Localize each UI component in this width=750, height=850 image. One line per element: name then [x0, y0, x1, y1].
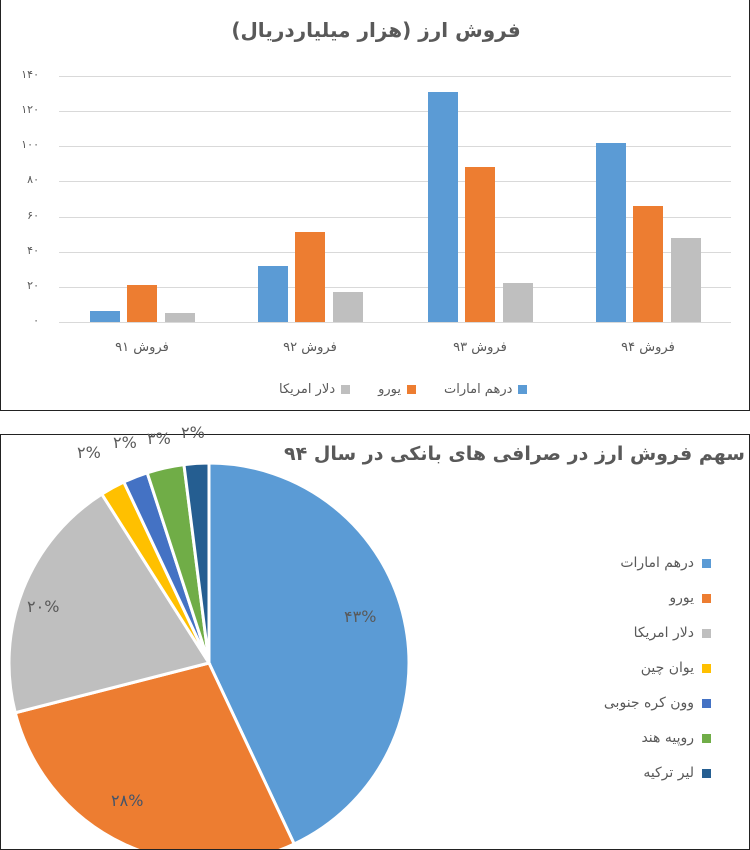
y-tick-label: ۲۰ [27, 278, 39, 292]
legend-label: یوان چین [640, 660, 694, 676]
gridline [59, 251, 731, 253]
y-tick-label: ۱۲۰ [21, 103, 39, 117]
legend-label: یورو [669, 590, 694, 606]
bar [596, 142, 626, 322]
legend-item: دلار امریکا [279, 382, 351, 397]
legend-swatch-icon [702, 733, 711, 743]
bar [295, 232, 325, 322]
x-axis-label: فروش ۹۴ [621, 340, 675, 355]
pie-data-label: ۲% [181, 423, 205, 442]
x-axis-label: فروش ۹۳ [453, 340, 507, 355]
bar-chart-panel: فروش ارز (هزار میلیاردریال) ۰ ۲۰ ۴۰ ۶۰ ۸۰ ۱۰۰… [0, 0, 750, 411]
bar [465, 167, 495, 322]
y-tick-label: ۱۴۰ [21, 68, 39, 81]
y-tick-label: ۴۰ [27, 243, 39, 257]
legend-swatch-icon [702, 768, 711, 778]
legend-item: درهم امارات [444, 382, 528, 397]
y-tick-label: ۰ [33, 314, 39, 327]
bar [671, 237, 701, 322]
legend-swatch-icon [702, 593, 711, 603]
bar [333, 292, 363, 322]
x-axis-label: فروش ۹۱ [115, 340, 169, 355]
legend-swatch-icon [702, 628, 711, 638]
bar [258, 265, 288, 322]
pie-chart-title: سهم فروش ارز در صرافی های بانکی در سال ۹… [284, 443, 745, 465]
gridline [59, 181, 731, 183]
bar [633, 206, 663, 322]
legend-item: یوان چین [641, 660, 711, 676]
pie-data-label: ۲۰% [27, 597, 60, 616]
gridline [59, 146, 731, 148]
pie-slice [7, 492, 212, 715]
legend-label: یورو [378, 382, 402, 397]
pie-slice [13, 661, 297, 849]
gridline [59, 216, 731, 218]
gridline [59, 76, 731, 77]
pie-svg [7, 461, 411, 849]
legend-swatch-icon [702, 698, 711, 708]
pie-slice [207, 461, 411, 846]
pie-data-label: ۳% [147, 429, 171, 448]
bar [90, 311, 120, 322]
legend-swatch-icon [702, 663, 711, 673]
bar [503, 283, 533, 322]
legend-swatch-icon [407, 385, 417, 394]
bar [127, 285, 157, 322]
legend-item: درهم امارات [620, 555, 711, 571]
gridline [59, 322, 731, 323]
y-tick-label: ۶۰ [27, 208, 39, 222]
pie-data-label: ۲% [77, 443, 101, 462]
legend-swatch-icon [702, 558, 711, 568]
legend-item: روپیه هند [641, 730, 711, 746]
legend-label: درهم امارات [620, 555, 694, 571]
legend-label: روپیه هند [641, 730, 694, 746]
legend-label: دلار امریکا [279, 382, 336, 397]
legend-swatch-icon [341, 385, 351, 394]
bar [428, 91, 458, 322]
pie-chart-panel: سهم فروش ارز در صرافی های بانکی در سال ۹… [0, 423, 750, 850]
pie-data-label: ۴۳% [344, 607, 377, 626]
legend-label: دلار امریکا [633, 625, 694, 641]
bar-legend: درهم امارات یورو دلار امریکا [251, 382, 528, 397]
gridline [59, 286, 731, 288]
legend-item: وون کره جنوبی [604, 695, 711, 711]
legend-label: درهم امارات [444, 382, 513, 397]
legend-label: وون کره جنوبی [603, 695, 694, 711]
legend-swatch-icon [518, 385, 528, 394]
bar-chart-title: فروش ارز (هزار میلیاردریال) [231, 18, 521, 42]
pie-data-label: ۲% [113, 433, 137, 452]
legend-label: لیر ترکیه [643, 765, 694, 781]
x-axis-label: فروش ۹۲ [283, 340, 337, 355]
legend-item: دلار امریکا [634, 625, 711, 641]
pie-data-label: ۲۸% [111, 791, 144, 810]
y-tick-label: ۸۰ [27, 173, 39, 187]
bar [165, 313, 195, 322]
legend-item: یورو [669, 590, 711, 606]
legend-item: لیر ترکیه [643, 765, 711, 781]
pie-slice [182, 461, 211, 664]
gridline [59, 111, 731, 113]
y-tick-label: ۱۰۰ [21, 138, 39, 152]
legend-item: یورو [378, 382, 417, 397]
